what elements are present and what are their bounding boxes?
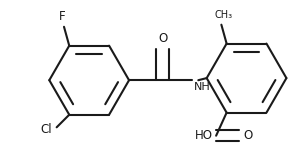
Text: O: O	[158, 31, 167, 45]
Text: NH: NH	[194, 82, 211, 92]
Text: Cl: Cl	[41, 123, 52, 136]
Text: O: O	[243, 129, 253, 142]
Text: CH₃: CH₃	[214, 10, 233, 21]
Text: F: F	[59, 10, 65, 23]
Text: HO: HO	[195, 129, 213, 142]
